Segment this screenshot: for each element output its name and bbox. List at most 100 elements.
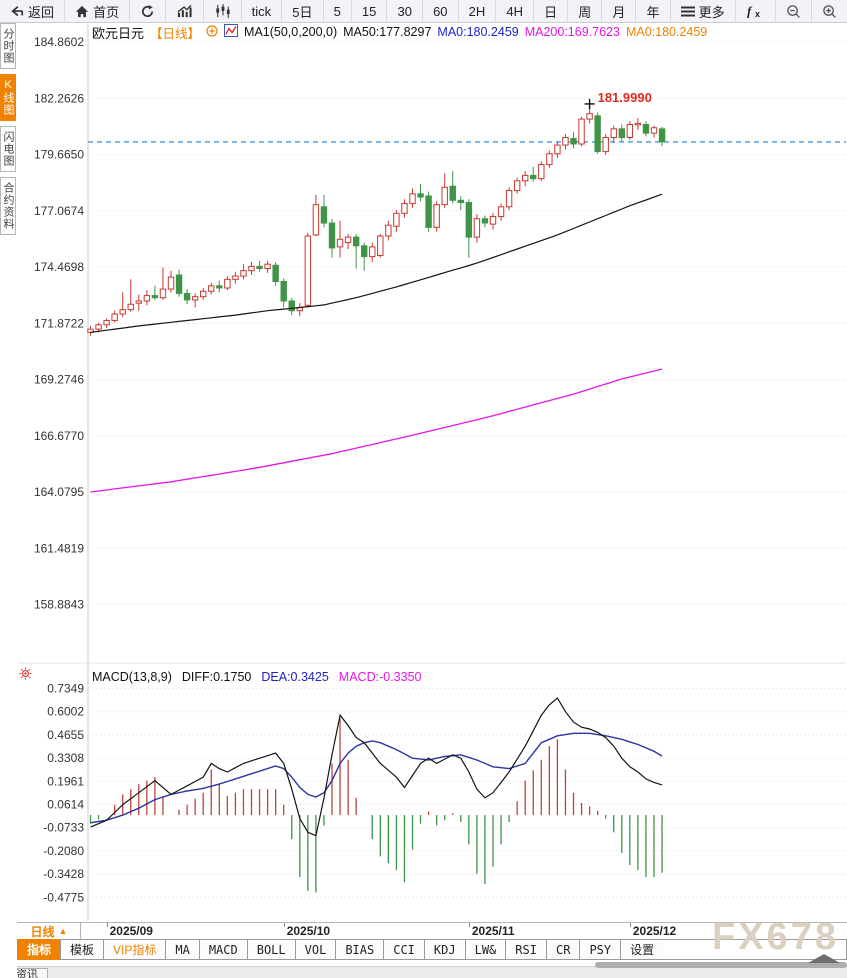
indicator-tab-RSI[interactable]: RSI <box>505 939 547 960</box>
svg-text:184.8602: 184.8602 <box>34 35 84 49</box>
macd-value: MACD:-0.3350 <box>338 669 422 684</box>
toolbar-button-label: 30 <box>397 3 412 19</box>
sidebar-tab-contract-info[interactable]: 合约资料 <box>0 177 16 235</box>
sidebar-tab-time-share[interactable]: 分时图 <box>0 23 16 69</box>
svg-text:166.6770: 166.6770 <box>34 429 84 443</box>
symbol-name: 欧元日元 <box>92 25 145 41</box>
svg-text:181.9990: 181.9990 <box>598 90 652 105</box>
indicator-tab-CCI[interactable]: CCI <box>383 939 425 960</box>
svg-text:0.0614: 0.0614 <box>47 798 84 812</box>
svg-text:0.4655: 0.4655 <box>47 728 84 742</box>
toolbar-button-5d[interactable]: 5日 <box>282 0 324 22</box>
indicator-tab-KDJ[interactable]: KDJ <box>423 939 466 960</box>
sidebar-tab-lightning[interactable]: 闪电图 <box>0 126 16 172</box>
toolbar-button-label: 月 <box>612 4 626 20</box>
toolbar-button-zoom-out[interactable] <box>776 0 812 22</box>
svg-text:169.2746: 169.2746 <box>34 373 84 387</box>
toolbar-button-m5[interactable]: 5 <box>324 0 352 22</box>
toolbar-button-h2[interactable]: 2H <box>459 0 497 22</box>
indicator-tab-模板[interactable]: 模板 <box>60 939 105 960</box>
indicator-tab-PSY[interactable]: PSY <box>579 939 622 960</box>
indicator-tab-VOL[interactable]: VOL <box>294 939 337 960</box>
toolbar-button-label: 日 <box>544 4 558 20</box>
toolbar-button-week[interactable]: 周 <box>568 0 603 22</box>
date-tick-label: 2025/11 <box>468 923 515 938</box>
svg-text:0.3308: 0.3308 <box>47 751 84 765</box>
indicator-tab-bar: 指标 模板 VIP指标 MA MACD BOLL VOL BIAS CCI KDJ LW& RSI CR… <box>17 939 847 960</box>
ma200-value: MA200:169.7623 <box>524 25 620 39</box>
macd-title: MACD(13,8,9) <box>92 669 172 684</box>
toolbar-button-candle-chart[interactable] <box>204 0 242 22</box>
menu-icon <box>680 6 695 17</box>
toolbar-button-m60[interactable]: 60 <box>423 0 459 22</box>
toolbar-button-zoom-in[interactable] <box>812 0 847 22</box>
macd-header: MACD(13,8,9) DIFF:0.1750 DEA:0.3425 MACD… <box>92 669 421 684</box>
toolbar-button-home[interactable]: 首页 <box>65 0 131 22</box>
chart-header: 欧元日元 【日线】 MA1(50,0,200,0) MA50:177.8297 … <box>92 24 708 41</box>
indicator-tab-MA[interactable]: MA <box>165 939 200 960</box>
toolbar-button-label: 首页 <box>93 4 120 20</box>
indicator-settings-icon[interactable] <box>18 666 33 686</box>
toolbar-button-label: 5 <box>333 3 341 19</box>
indicator-tab-MACD[interactable]: MACD <box>198 939 248 960</box>
toolbar-button-label: 5日 <box>292 4 313 20</box>
toolbar-button-label: 4H <box>506 3 524 19</box>
toolbar-button-more[interactable]: 更多 <box>671 0 736 22</box>
zoom-out-icon <box>786 4 801 19</box>
svg-text:174.4698: 174.4698 <box>34 260 84 274</box>
date-tick-label: 2025/12 <box>629 923 677 938</box>
toolbar-button-year[interactable]: 年 <box>636 0 671 22</box>
chart-type-sidebar: 分时图 K线图闪电图合约资料 <box>0 23 17 978</box>
svg-text:182.2626: 182.2626 <box>34 91 84 105</box>
toolbar-button-refresh[interactable] <box>130 0 167 22</box>
date-tick-label: 2025/09 <box>106 923 153 938</box>
toolbar-button-m15[interactable]: 15 <box>352 0 388 22</box>
horizontal-scrollbar[interactable] <box>595 962 847 968</box>
indicator-tab-LW&[interactable]: LW& <box>464 939 507 960</box>
chevron-up-icon: ▲ <box>58 926 68 936</box>
sidebar-tab-kline[interactable]: K线图 <box>0 74 16 121</box>
macd-dea-value: DEA:0.3425 <box>261 669 329 684</box>
svg-text:-0.3428: -0.3428 <box>43 867 84 881</box>
expand-icon[interactable] <box>206 24 218 40</box>
indicator-tab-BIAS[interactable]: BIAS <box>335 939 385 960</box>
toolbar-button-m30[interactable]: 30 <box>387 0 424 22</box>
toolbar-button-label: 15 <box>361 3 377 19</box>
toolbar-button-label: 年 <box>646 4 660 20</box>
toolbar-button-month[interactable]: 月 <box>602 0 637 22</box>
toolbar-button-h4[interactable]: 4H <box>496 0 535 22</box>
period-selector[interactable]: 日线 ▲ <box>18 923 81 939</box>
toolbar-button-label: 60 <box>433 3 448 19</box>
panel-expand-arrow-icon[interactable] <box>808 954 840 963</box>
ma0-value-blue: MA0:180.2459 <box>437 25 519 39</box>
indicator-tab-VIP指标[interactable]: VIP指标 <box>103 939 167 960</box>
indicator-tab-CR[interactable]: CR <box>545 939 581 960</box>
toolbar-button-label: 返回 <box>28 4 55 20</box>
period-tag: 【日线】 <box>150 26 201 41</box>
indicator-tab-BOLL[interactable]: BOLL <box>246 939 296 960</box>
svg-text:0.7349: 0.7349 <box>47 682 84 696</box>
period-selector-label: 日线 <box>30 924 55 939</box>
refresh-icon <box>140 4 155 19</box>
ma-settings-icon[interactable] <box>224 24 239 40</box>
macd-diff-value: DIFF:0.1750 <box>181 669 252 684</box>
toolbar-button-back[interactable]: 返回 <box>0 0 66 22</box>
ma-settings-text: MA1(50,0,200,0) <box>244 25 338 39</box>
toolbar-button-day[interactable]: 日 <box>534 0 569 22</box>
toolbar-button-area-chart[interactable] <box>166 0 205 22</box>
indicator-tab-指标[interactable]: 指标 <box>17 939 62 960</box>
top-toolbar: 返回 首页 tick 5日 5 15 30 60 2H 4H 日 周 月 年 更多 f x <box>0 0 847 23</box>
area-chart-icon <box>176 4 193 18</box>
ma0-value-orange: MA0:180.2459 <box>625 25 708 39</box>
date-axis-row: 日线 ▲ 2025/09 2025/10 2025/11 2025/12 <box>0 922 847 941</box>
svg-text:0.6002: 0.6002 <box>47 705 84 719</box>
svg-text:-0.0733: -0.0733 <box>43 821 84 835</box>
svg-text:158.8843: 158.8843 <box>34 598 84 612</box>
svg-text:171.8722: 171.8722 <box>34 316 84 330</box>
back-arrow-icon <box>10 5 24 18</box>
toolbar-button-tick[interactable]: tick <box>242 0 283 22</box>
indicator-tab-设置[interactable]: 设置 <box>620 939 665 960</box>
